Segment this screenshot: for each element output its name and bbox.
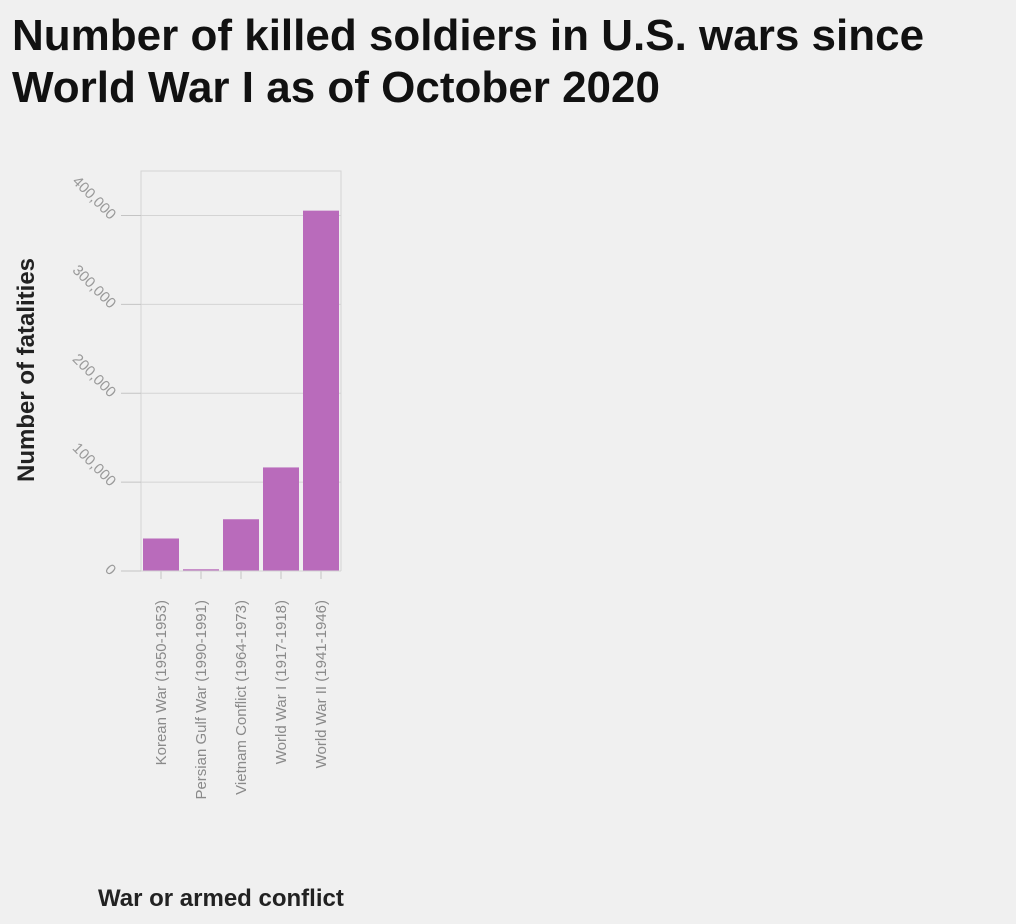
bar xyxy=(183,569,219,571)
y-axis-title: Number of fatalities xyxy=(13,258,40,482)
chart-title-line-1: Number of killed soldiers in U.S. wars s… xyxy=(12,11,924,60)
x-tick-label: World War I (1917-1918) xyxy=(273,600,290,764)
plot-area: 0 100,000 200,000 300,000 400,000 Korean War … xyxy=(69,170,342,800)
chart-title-line-2: World War I as of October 2020 xyxy=(12,63,660,112)
x-axis-title: War or armed conflict xyxy=(98,885,344,912)
x-tick-label: Vietnam Conflict (1964-1973) xyxy=(233,600,250,795)
y-tick-label: 300,000 xyxy=(69,262,119,312)
y-tick-label: 400,000 xyxy=(69,173,119,223)
bar xyxy=(223,519,259,571)
y-tick-label: 100,000 xyxy=(69,440,119,490)
bar xyxy=(143,538,179,571)
x-tick-label: Persian Gulf War (1990-1991) xyxy=(193,600,210,800)
plot-frame xyxy=(140,170,342,571)
x-tick-label: World War II (1941-1946) xyxy=(313,600,330,768)
y-tick-label: 200,000 xyxy=(69,351,119,401)
x-tick-label: Korean War (1950-1953) xyxy=(153,600,170,765)
y-tick-label: 0 xyxy=(101,561,119,579)
chart-title: Number of killed soldiers in U.S. wars s… xyxy=(12,11,924,112)
bar xyxy=(263,467,299,571)
bar xyxy=(303,210,339,572)
